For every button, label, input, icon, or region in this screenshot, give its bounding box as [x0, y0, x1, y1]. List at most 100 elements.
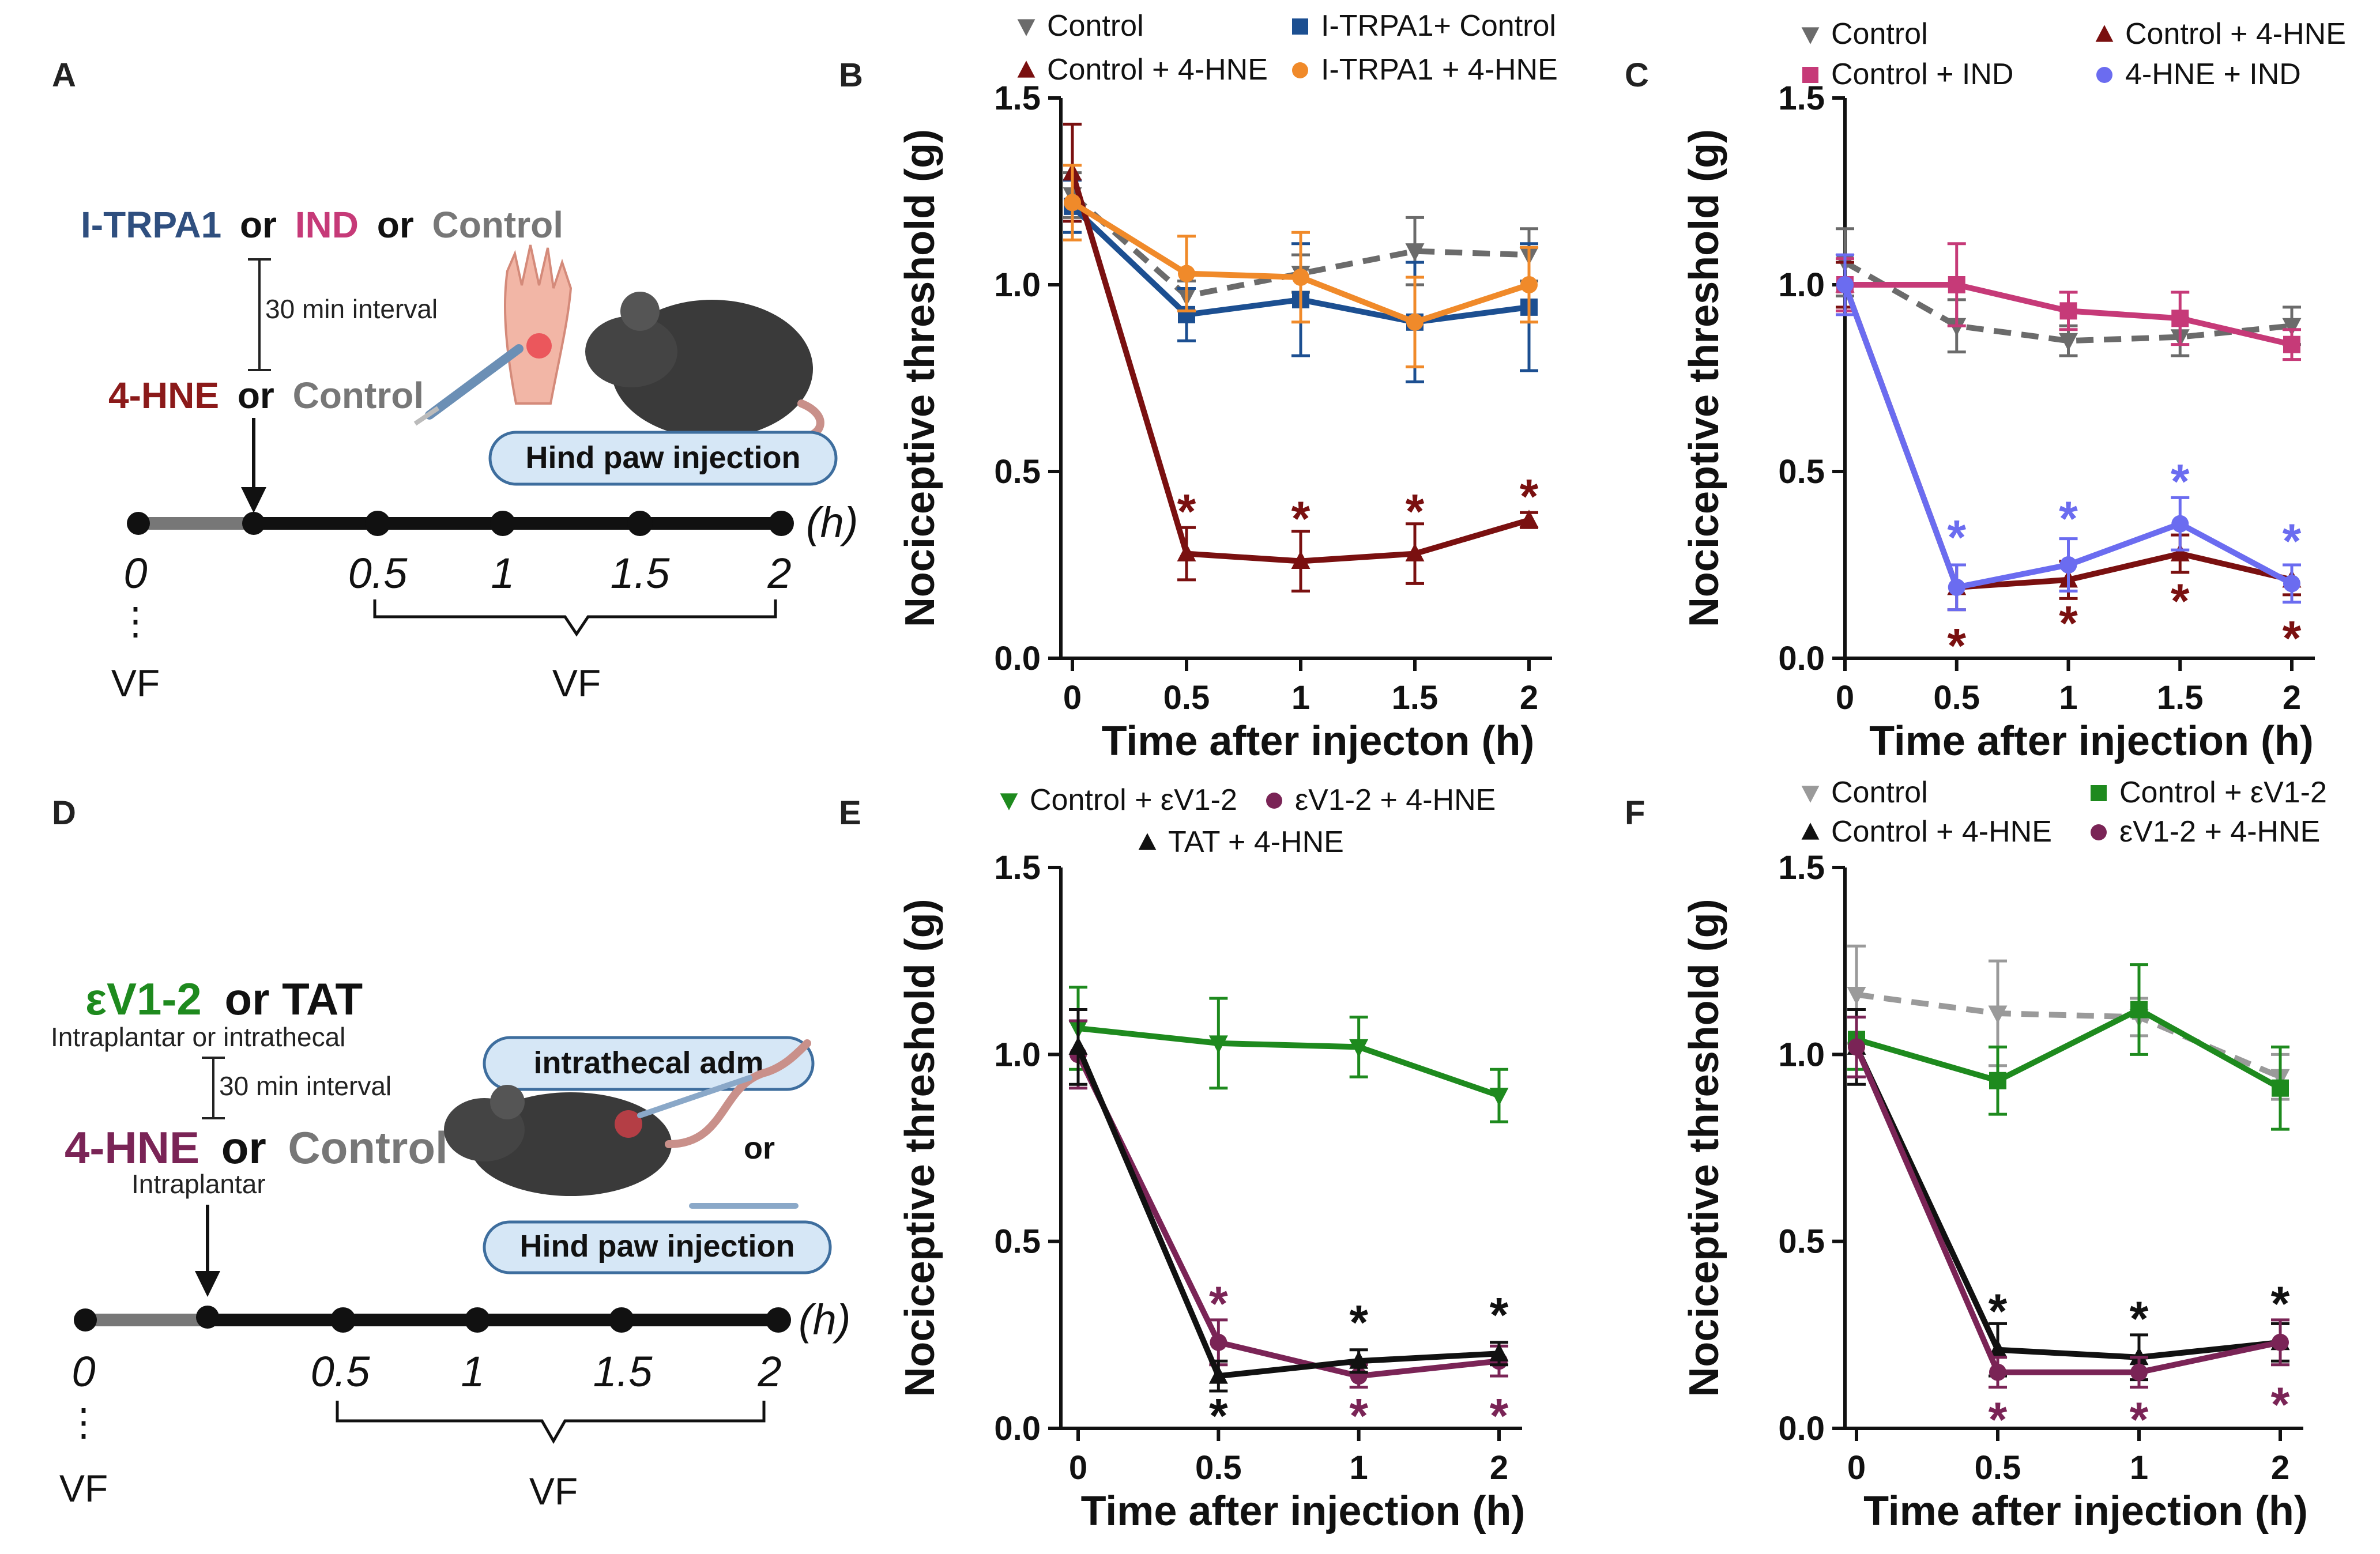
label-or-1: or — [240, 204, 277, 246]
timeline-dot-2-d — [766, 1307, 791, 1333]
data-point — [2282, 318, 2302, 337]
y-tick-label: 1.5 — [1778, 849, 1825, 887]
hind-paw-label-a: Hind paw injection — [525, 440, 800, 475]
x-tick-label: 1.5 — [2157, 679, 2204, 716]
data-point — [1349, 1351, 1369, 1369]
x-tick-label: 0 — [1069, 1449, 1087, 1487]
data-point — [2130, 1363, 2148, 1381]
timeline-label-2-d: 2 — [757, 1348, 781, 1395]
data-point — [1519, 510, 1539, 528]
data-point — [2283, 335, 2300, 353]
significance-star: * — [1406, 484, 1425, 538]
panel-letter-c: C — [1625, 56, 1649, 94]
x-tick-label: 0 — [1847, 1449, 1866, 1487]
timeline-label-0-d: 0 — [71, 1348, 95, 1395]
x-axis-title: Time after injecton (h) — [1102, 718, 1535, 764]
legend-label: Control + 4-HNE — [1047, 53, 1268, 86]
arrow-head-icon — [195, 1271, 220, 1297]
legend-label: Control + εV1-2 — [1030, 783, 1237, 817]
injection-site-icon — [615, 1110, 642, 1138]
legend-label: Control — [1047, 9, 1144, 43]
label-or-2: or — [377, 204, 414, 246]
data-point — [1178, 265, 1195, 282]
data-point — [2130, 1001, 2148, 1019]
legend-marker — [1801, 823, 1820, 840]
data-point — [1848, 1038, 1865, 1056]
timeline-label-1-a: 1 — [491, 549, 514, 597]
significance-star: * — [2059, 596, 2078, 650]
y-tick-label: 1.0 — [1778, 1036, 1825, 1073]
label-or-d: or — [221, 1122, 266, 1173]
panel-letter-e: E — [839, 794, 861, 832]
legend-label: 4-HNE + IND — [2125, 58, 2301, 91]
mouse-ear-icon — [490, 1085, 525, 1119]
data-point — [1405, 543, 1425, 562]
legend-label: Control + εV1-2 — [2119, 776, 2327, 809]
label-ind: IND — [295, 204, 359, 246]
x-axis-title: Time after injection (h) — [1863, 1488, 2308, 1534]
legend-label: εV1-2 + 4-HNE — [2119, 815, 2320, 848]
x-tick-label: 0 — [1063, 679, 1082, 716]
data-point — [2059, 556, 2077, 574]
data-point — [2171, 310, 2189, 327]
injection-line-a: 4-HNE or Control — [108, 375, 424, 416]
x-tick-label: 1 — [2059, 679, 2077, 716]
y-tick-label: 0.0 — [994, 1410, 1041, 1447]
significance-star: * — [2059, 492, 2078, 546]
x-tick-label: 1 — [1291, 679, 1310, 716]
y-tick-label: 1.0 — [1778, 266, 1825, 304]
significance-star: * — [2271, 1276, 2290, 1330]
x-tick-label: 0.5 — [1163, 679, 1210, 716]
label-4hne: 4-HNE — [108, 375, 219, 416]
timeline-dot-1-d — [465, 1307, 490, 1333]
vf-left-d: VF — [59, 1467, 108, 1510]
significance-star: * — [1209, 1276, 1228, 1330]
timeline-dot-0-a — [127, 512, 150, 535]
injection-line-d: 4-HNE or Control — [65, 1122, 448, 1173]
x-tick-label: 2 — [1520, 679, 1538, 716]
or-label-d: or — [744, 1131, 775, 1166]
series-line — [1843, 259, 2292, 344]
legend-marker — [2096, 67, 2112, 83]
label-or-3: or — [238, 375, 274, 416]
data-point — [2171, 515, 2189, 533]
vf-brace-d — [336, 1401, 766, 1444]
timeline-dot-05-a — [365, 511, 390, 536]
interval-label-d: 30 min interval — [219, 1071, 391, 1101]
paw-illustration — [413, 244, 573, 426]
legend-label: Control + 4-HNE — [1831, 815, 2052, 848]
x-tick-label: 1 — [2130, 1449, 2148, 1487]
legend-marker — [1000, 793, 1018, 810]
y-tick-label: 0.0 — [1778, 1410, 1825, 1447]
schematic-d: D εV1-2 or TAT Intraplantar or intrathec… — [51, 794, 850, 1512]
legend-label: Control — [1831, 17, 1928, 51]
data-point — [1291, 550, 1310, 569]
series-line — [1856, 991, 2281, 1080]
x-tick-label: 0.5 — [1975, 1449, 2021, 1487]
x-tick-label: 1.5 — [1392, 679, 1438, 716]
route-label-1: Intraplantar or intrathecal — [51, 1022, 345, 1052]
x-tick-label: 1 — [1350, 1449, 1368, 1487]
significance-star: * — [1177, 484, 1196, 538]
x-tick-label: 2 — [2283, 679, 2301, 716]
data-point — [1292, 269, 1309, 286]
legend-marker — [1017, 61, 1035, 78]
data-point — [1349, 1039, 1369, 1058]
series-line — [1070, 193, 1530, 299]
series-line — [1078, 1025, 1500, 1099]
vf-dots-a: ⋮ — [116, 599, 155, 642]
x-tick-label: 0 — [1836, 679, 1854, 716]
timeline-label-2-a: 2 — [767, 549, 791, 597]
vf-left-a: VF — [111, 662, 160, 704]
panel-letter-d: D — [52, 794, 76, 832]
data-point — [1847, 987, 1866, 1005]
injection-site-icon — [526, 333, 552, 359]
syringe-icon — [425, 344, 524, 420]
legend-label: εV1-2 + 4-HNE — [1295, 783, 1496, 817]
series-line — [1854, 1046, 2281, 1360]
route-label-2: Intraplantar — [131, 1169, 266, 1199]
y-tick-label: 1.5 — [994, 80, 1041, 117]
